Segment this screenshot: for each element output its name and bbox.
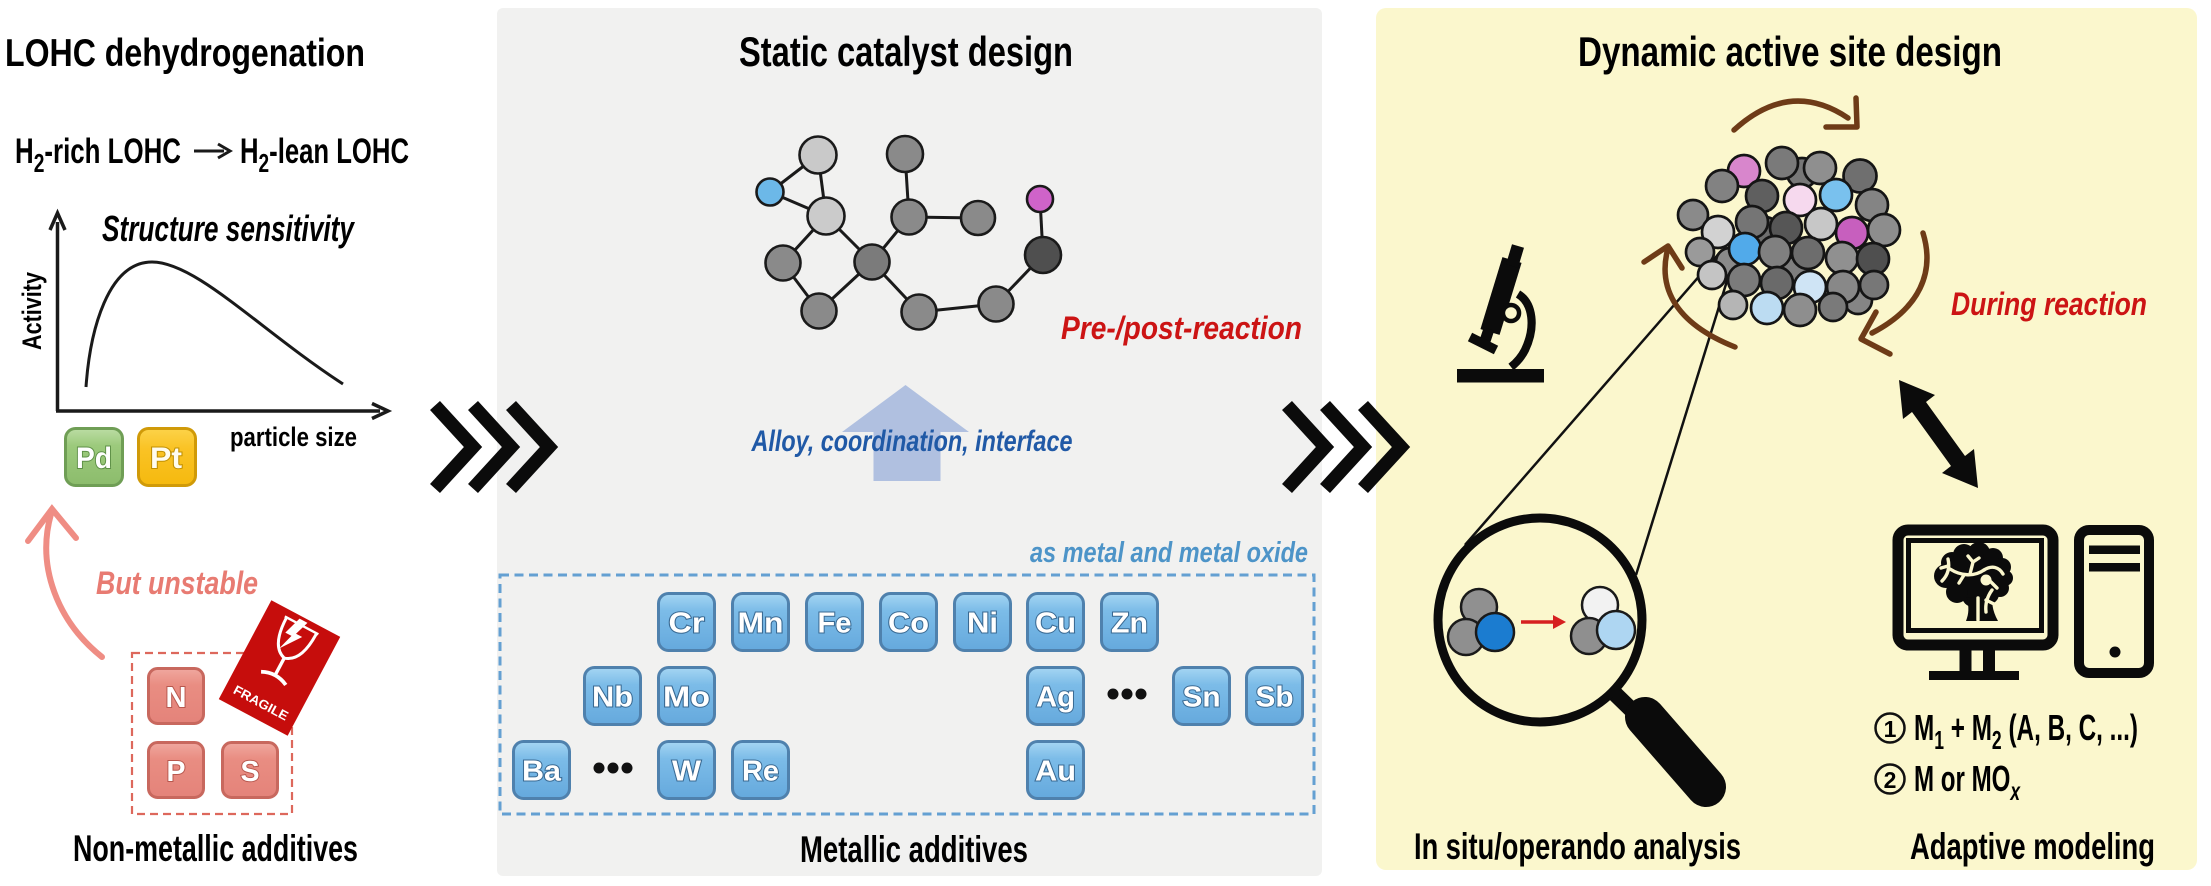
svg-text:Pd: Pd [76,442,112,475]
svg-text:S: S [241,756,260,788]
svg-text:Au: Au [1035,756,1076,788]
svg-text:H2-rich LOHC: H2-rich LOHC [15,132,181,178]
svg-text:Ag: Ag [1036,682,1075,714]
svg-text:P: P [167,756,186,788]
svg-text:Ba: Ba [522,756,562,788]
svg-text:Pt: Pt [150,442,182,475]
svg-text:N: N [166,682,187,714]
svg-text:M or MOx: M or MOx [1914,759,2021,806]
svg-text:W: W [672,756,701,788]
svg-text:In situ/operando analysis: In situ/operando analysis [1414,826,1741,867]
svg-text:Pre-/post-reaction: Pre-/post-reaction [1061,310,1302,346]
svg-text:Activity: Activity [17,272,47,350]
svg-text:Nb: Nb [592,682,633,714]
svg-text:Fe: Fe [818,608,852,640]
svg-text:Re: Re [742,756,779,788]
svg-text:Dynamic active site design: Dynamic active site design [1578,28,2002,75]
svg-text:particle size: particle size [230,422,357,452]
svg-text:Cu: Cu [1035,608,1076,640]
svg-text:Ni: Ni [967,608,998,640]
svg-text:Co: Co [888,608,929,640]
svg-text:as metal and metal oxide: as metal and metal oxide [1030,537,1308,569]
svg-text:Mo: Mo [663,682,710,714]
svg-text:Cr: Cr [669,608,705,640]
svg-text:Adaptive modeling: Adaptive modeling [1910,826,2155,867]
svg-text:Static catalyst design: Static catalyst design [739,28,1073,75]
svg-text:Structure sensitivity: Structure sensitivity [102,208,355,249]
svg-text:1: 1 [1884,716,1897,742]
svg-text:But unstable: But unstable [96,565,258,601]
svg-text:During reaction: During reaction [1951,286,2147,322]
svg-text:Zn: Zn [1111,608,1148,640]
svg-text:2: 2 [1884,767,1897,793]
svg-text:Metallic additives: Metallic additives [800,829,1028,870]
svg-text:LOHC dehydrogenation: LOHC dehydrogenation [5,32,365,75]
svg-text:H2-lean LOHC: H2-lean LOHC [240,132,409,178]
svg-text:M1 + M2 (A, B, C, ...): M1 + M2 (A, B, C, ...) [1914,707,2138,755]
svg-text:Alloy, coordination, interface: Alloy, coordination, interface [751,425,1073,458]
svg-text:Mn: Mn [738,608,784,640]
svg-text:Sb: Sb [1256,682,1294,714]
svg-text:Sn: Sn [1183,682,1221,714]
svg-text:Non-metallic additives: Non-metallic additives [73,828,358,869]
